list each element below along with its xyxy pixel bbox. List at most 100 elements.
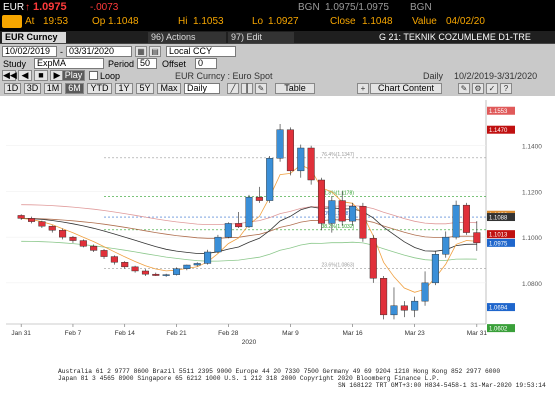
candle-body bbox=[411, 300, 419, 311]
draw-tool-icon[interactable]: ✎ bbox=[255, 83, 267, 94]
help-icon[interactable]: ? bbox=[500, 83, 512, 94]
play-button[interactable]: Play bbox=[62, 70, 85, 81]
candle-body bbox=[390, 305, 398, 316]
price-chart-svg[interactable]: 1.1400 1.1200 1.1000 1.0800 Jan 31 Feb 7 Feb 1… bbox=[0, 96, 555, 366]
candle-body bbox=[48, 225, 56, 231]
period-label: Period bbox=[108, 59, 135, 69]
high-label: Hi bbox=[178, 16, 188, 27]
calendar-icon[interactable]: ▦ bbox=[135, 46, 147, 57]
x-tick-label: Feb 14 bbox=[115, 330, 136, 337]
frequency-select[interactable]: Daily bbox=[184, 83, 220, 94]
period-button-max[interactable]: Max bbox=[157, 83, 181, 94]
study-select[interactable]: ExpMA bbox=[34, 58, 104, 69]
candle-body bbox=[317, 179, 326, 224]
candle-body bbox=[297, 147, 305, 172]
end-date-input[interactable]: 03/31/2020 bbox=[66, 46, 132, 57]
offset-input[interactable]: 0 bbox=[195, 58, 217, 69]
candle-chart-icon[interactable]: ┃ bbox=[241, 83, 253, 94]
candle-body bbox=[349, 206, 357, 222]
period-button-3d[interactable]: 3D bbox=[24, 83, 41, 94]
loop-checkbox[interactable] bbox=[89, 71, 98, 80]
fib-label: 23.6%(1.0863) bbox=[321, 262, 354, 268]
quote-source: BGN bbox=[298, 2, 320, 13]
at-label: At bbox=[25, 16, 35, 27]
fib-label: 61.8%(1.1178) bbox=[321, 190, 354, 196]
candle-body bbox=[152, 273, 160, 276]
candle-body bbox=[121, 262, 129, 268]
period-input[interactable]: 50 bbox=[137, 58, 157, 69]
close-label: Close bbox=[330, 16, 356, 27]
currency-select[interactable]: Local CCY bbox=[166, 46, 236, 57]
date-separator: - bbox=[60, 47, 63, 57]
candle-body bbox=[400, 305, 408, 311]
chart-name: EUR Curncy : Euro Spot bbox=[175, 71, 273, 81]
y-tick-label: 1.1200 bbox=[522, 189, 542, 196]
line-chart-icon[interactable]: ╱ bbox=[227, 83, 239, 94]
candle-body bbox=[359, 206, 367, 239]
frequency-label: Daily bbox=[423, 71, 444, 81]
candle-body bbox=[131, 266, 139, 272]
candle-body bbox=[276, 129, 284, 159]
chart-controls-panel: 10/02/2019 - 03/31/2020 ▦ ▤ Local CCY St… bbox=[0, 44, 555, 96]
y-tick-label: 1.0800 bbox=[522, 281, 542, 288]
candle-body bbox=[162, 274, 170, 276]
period-button-5y[interactable]: 5Y bbox=[136, 83, 154, 94]
edit-menu[interactable]: 97) Edit bbox=[228, 32, 294, 43]
period-button-1m[interactable]: 1M bbox=[44, 83, 62, 94]
candle-body bbox=[473, 232, 481, 244]
fib-label: 38.2%(1.1032) bbox=[321, 224, 354, 230]
last-price: 1.0975 bbox=[33, 1, 67, 13]
x-tick-label: Mar 9 bbox=[282, 330, 299, 337]
candle-body bbox=[421, 282, 429, 302]
candle-body bbox=[214, 236, 222, 253]
price-label-box bbox=[487, 213, 515, 222]
stop-button[interactable]: ■ bbox=[34, 70, 48, 81]
chart-content-button[interactable]: Chart Content bbox=[370, 83, 442, 94]
price-label-box bbox=[487, 106, 515, 115]
candle-body bbox=[38, 221, 46, 227]
high-value: 1.1053 bbox=[193, 16, 224, 27]
period-button-1d[interactable]: 1D bbox=[4, 83, 21, 94]
function-toolbar: EUR Curncy 96) Actions 97) Edit G 21: TE… bbox=[0, 31, 555, 44]
offset-label: Offset bbox=[162, 59, 186, 69]
annotate-icon[interactable]: ✎ bbox=[458, 83, 470, 94]
zoom-icon[interactable]: + bbox=[357, 83, 369, 94]
settings-icon[interactable]: ▤ bbox=[149, 46, 161, 57]
period-button-ytd[interactable]: YTD bbox=[87, 83, 112, 94]
x-tick-label: Feb 28 bbox=[218, 330, 239, 337]
start-date-input[interactable]: 10/02/2019 bbox=[2, 46, 57, 57]
price-label-box bbox=[487, 230, 515, 239]
open-label: Op bbox=[92, 16, 106, 27]
candle-body bbox=[266, 158, 274, 201]
rewind-button[interactable]: ◀◀ bbox=[2, 70, 17, 81]
period-button-6m[interactable]: 6M bbox=[65, 83, 84, 94]
footer-line-1: Australia 61 2 9777 8600 Brazil 5511 239… bbox=[58, 368, 501, 375]
price-label: 1.0975 bbox=[489, 241, 508, 247]
at-time: 19:53 bbox=[43, 16, 69, 27]
x-tick-label: Feb 21 bbox=[166, 330, 187, 337]
period-button-1y[interactable]: 1Y bbox=[115, 83, 133, 94]
candle-body bbox=[172, 268, 181, 275]
price-label: 1.1553 bbox=[489, 109, 508, 115]
price-chart[interactable]: 1.1400 1.1200 1.1000 1.0800 Jan 31 Feb 7 Feb 1… bbox=[0, 96, 555, 366]
page-title: G 21: TEKNIK COZUMLEME D1-TRE bbox=[379, 32, 531, 42]
x-tick-label: Jan 31 bbox=[11, 330, 31, 337]
candle-body bbox=[235, 223, 243, 228]
x-tick-label: Feb 7 bbox=[65, 330, 82, 337]
price-label-box bbox=[487, 324, 515, 333]
candle-body bbox=[307, 147, 315, 181]
step-back-button[interactable]: ◀ bbox=[18, 70, 32, 81]
x-tick-label: Mar 16 bbox=[342, 330, 363, 337]
study-label: Study bbox=[3, 59, 27, 69]
actions-menu[interactable]: 96) Actions bbox=[148, 32, 226, 43]
bid-ask: 1.0975/1.0975 bbox=[325, 2, 389, 13]
settings-gear-icon[interactable]: ⚙ bbox=[472, 83, 484, 94]
security-field[interactable]: EUR Curncy bbox=[2, 32, 66, 43]
close-value: 1.1048 bbox=[362, 16, 393, 27]
pin-icon[interactable]: ✓ bbox=[486, 83, 498, 94]
candle-body bbox=[141, 270, 149, 275]
candle-body bbox=[245, 196, 253, 228]
candle-body bbox=[452, 204, 460, 238]
table-button[interactable]: Table bbox=[275, 83, 315, 94]
x-tick-label: Mar 31 bbox=[467, 330, 488, 337]
